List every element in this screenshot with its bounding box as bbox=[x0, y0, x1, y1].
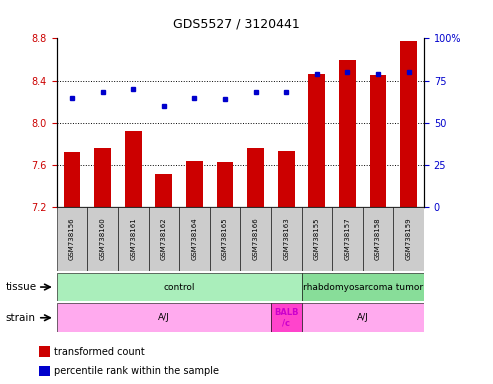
Text: GSM738160: GSM738160 bbox=[100, 218, 106, 260]
Bar bbox=[210, 207, 240, 271]
Text: percentile rank within the sample: percentile rank within the sample bbox=[54, 366, 219, 376]
Bar bbox=[57, 207, 87, 271]
Text: GSM738162: GSM738162 bbox=[161, 218, 167, 260]
Text: BALB
/c: BALB /c bbox=[274, 308, 298, 328]
Text: GSM738157: GSM738157 bbox=[345, 218, 351, 260]
Bar bbox=[57, 273, 302, 301]
Bar bbox=[186, 161, 203, 207]
Bar bbox=[179, 207, 210, 271]
Text: GSM738166: GSM738166 bbox=[252, 218, 259, 260]
Bar bbox=[370, 75, 387, 207]
Text: GSM738163: GSM738163 bbox=[283, 218, 289, 260]
Bar bbox=[94, 148, 111, 207]
Bar bbox=[39, 346, 50, 357]
Bar bbox=[216, 162, 234, 207]
Bar bbox=[155, 174, 172, 207]
Text: GSM738164: GSM738164 bbox=[191, 218, 197, 260]
Bar bbox=[118, 207, 148, 271]
Bar bbox=[125, 131, 141, 207]
Bar bbox=[241, 207, 271, 271]
Bar bbox=[278, 151, 295, 207]
Bar bbox=[302, 303, 424, 332]
Bar bbox=[339, 60, 356, 207]
Bar bbox=[309, 74, 325, 207]
Bar bbox=[332, 207, 363, 271]
Text: GSM738155: GSM738155 bbox=[314, 218, 320, 260]
Bar bbox=[39, 366, 50, 376]
Bar bbox=[393, 207, 424, 271]
Bar bbox=[64, 152, 80, 207]
Text: GSM738161: GSM738161 bbox=[130, 218, 136, 260]
Text: control: control bbox=[163, 283, 195, 291]
Text: transformed count: transformed count bbox=[54, 347, 145, 357]
Bar bbox=[400, 41, 417, 207]
Text: GSM738159: GSM738159 bbox=[406, 218, 412, 260]
Text: GDS5527 / 3120441: GDS5527 / 3120441 bbox=[173, 17, 299, 30]
Bar bbox=[247, 148, 264, 207]
Text: tissue: tissue bbox=[6, 282, 37, 292]
Bar bbox=[302, 273, 424, 301]
Text: strain: strain bbox=[6, 313, 36, 323]
Text: rhabdomyosarcoma tumor: rhabdomyosarcoma tumor bbox=[303, 283, 423, 291]
Bar bbox=[271, 303, 302, 332]
Text: A/J: A/J bbox=[357, 313, 369, 322]
Bar bbox=[57, 303, 271, 332]
Bar bbox=[148, 207, 179, 271]
Text: GSM738156: GSM738156 bbox=[69, 218, 75, 260]
Bar bbox=[271, 207, 302, 271]
Bar bbox=[87, 207, 118, 271]
Bar bbox=[363, 207, 393, 271]
Text: GSM738165: GSM738165 bbox=[222, 218, 228, 260]
Bar bbox=[302, 207, 332, 271]
Text: GSM738158: GSM738158 bbox=[375, 218, 381, 260]
Text: A/J: A/J bbox=[158, 313, 170, 322]
